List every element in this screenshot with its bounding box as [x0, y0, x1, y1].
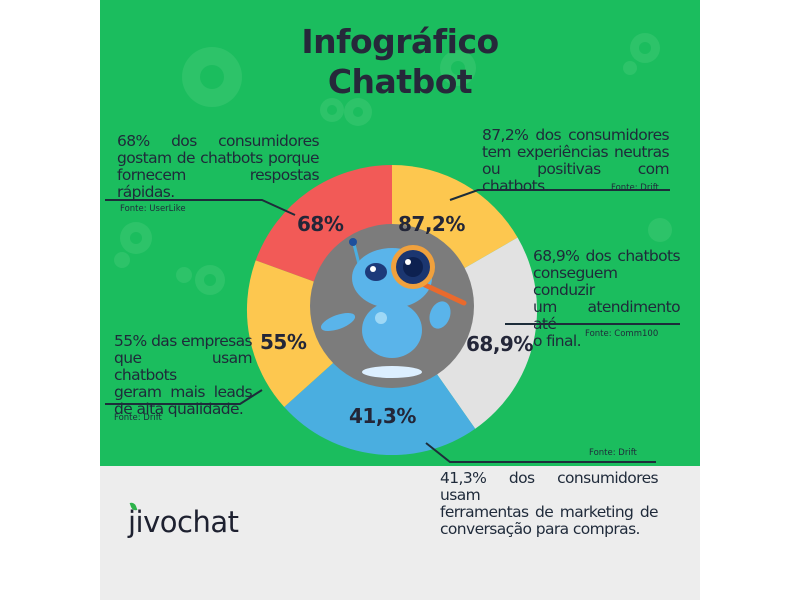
stat-68-text: 68% dos consumidores gostam de chatbots …	[117, 132, 320, 201]
donut-chart	[105, 164, 680, 463]
jivochat-logo: jivochat	[128, 501, 239, 539]
stat-68-9-source: Fonte: Comm100	[585, 329, 659, 339]
leader-lines	[105, 189, 680, 463]
stat-68-9-text: 68,9% dos chatbots conseguem conduzir um…	[533, 247, 681, 350]
stat-55-text: 55% das empresas que usam chatbots geram…	[114, 332, 253, 418]
infographic-canvas: Infográfico Chatbot	[100, 0, 700, 600]
segment-label-41-3: 41,3%	[349, 404, 416, 428]
stat-41-3-source: Fonte: Drift	[589, 448, 637, 458]
page-title: Infográfico Chatbot	[100, 22, 700, 102]
logo-text: jivochat	[128, 505, 239, 539]
title-line-2: Chatbot	[327, 62, 473, 101]
stat-68-source: Fonte: UserLike	[120, 204, 186, 214]
stat-55-source: Fonte: Drift	[114, 413, 162, 423]
green-background: Infográfico Chatbot	[100, 0, 700, 466]
footer-area	[100, 466, 700, 600]
segment-label-68: 68%	[297, 212, 344, 236]
segment-label-55: 55%	[260, 330, 307, 354]
segment-label-87-2: 87,2%	[398, 212, 465, 236]
stat-41-3-text: 41,3% dos consumidores usam ferramentas …	[440, 469, 659, 538]
stat-87-2-text: 87,2% dos consumidores tem experiências …	[482, 126, 670, 195]
segment-label-68-9: 68,9%	[466, 332, 533, 356]
title-line-1: Infográfico	[301, 22, 499, 61]
gear-decorations-icon	[114, 33, 672, 295]
robot-icon	[320, 238, 467, 378]
stat-87-2-source: Fonte: Drift	[611, 183, 659, 193]
